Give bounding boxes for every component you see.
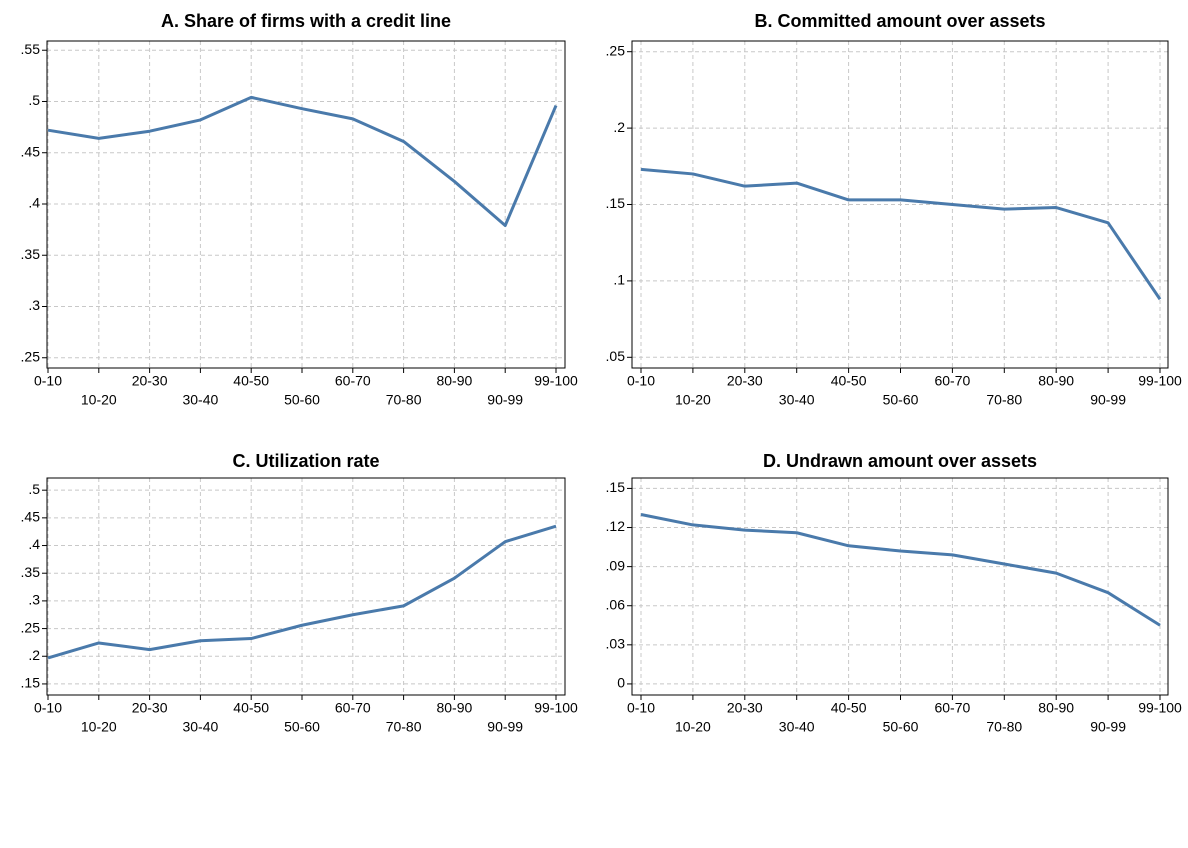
y-tick-label: 0	[617, 675, 625, 691]
x-tick-label: 0-10	[34, 700, 62, 716]
data-line	[47, 95, 558, 228]
x-tick-label: 10-20	[81, 392, 117, 408]
y-tick-label: .4	[28, 195, 40, 211]
x-tick-label: 20-30	[132, 700, 168, 716]
x-tick-label: 20-30	[727, 373, 763, 389]
chart-title: D. Undrawn amount over assets	[763, 451, 1037, 471]
y-tick-label: .15	[21, 675, 41, 691]
y-tick-label: .5	[28, 481, 40, 497]
y-tick-label: .15	[606, 195, 626, 211]
plot-frame	[46, 40, 566, 369]
x-tick-label: 60-70	[934, 700, 970, 716]
x-tick-label: 80-90	[436, 700, 472, 716]
x-tick-label: 0-10	[627, 700, 655, 716]
x-tick-label: 80-90	[436, 373, 472, 389]
y-tick-label: .2	[613, 119, 625, 135]
y-tick-label: .4	[28, 536, 40, 552]
x-tick-label: 20-30	[132, 373, 168, 389]
x-tick-label: 0-10	[627, 373, 655, 389]
x-tick-label: 90-99	[487, 392, 523, 408]
x-tick-label: 50-60	[883, 719, 919, 735]
x-tick-label: 70-80	[386, 392, 422, 408]
data-line	[640, 513, 1161, 627]
x-tick-label: 70-80	[386, 719, 422, 735]
y-tick-label: .5	[28, 92, 40, 108]
y-tick-label: .45	[21, 143, 41, 159]
x-tick-label: 90-99	[487, 719, 523, 735]
x-tick-label: 50-60	[284, 719, 320, 735]
x-tick-label: 70-80	[986, 719, 1022, 735]
y-tick-label: .09	[606, 557, 626, 573]
x-tick-label: 30-40	[182, 392, 218, 408]
x-tick-label: 60-70	[335, 700, 371, 716]
chart-title: C. Utilization rate	[232, 451, 379, 471]
y-tick-label: .15	[606, 479, 626, 495]
plot-frame	[631, 40, 1169, 369]
x-tick-label: 40-50	[831, 700, 867, 716]
data-line	[47, 524, 557, 660]
y-tick-label: .3	[28, 592, 40, 608]
y-tick-label: .35	[21, 564, 41, 580]
y-tick-label: .1	[613, 272, 625, 288]
x-tick-label: 99-100	[1138, 700, 1182, 716]
x-tick-label: 40-50	[233, 373, 269, 389]
y-tick-label: .3	[28, 297, 40, 313]
x-tick-label: 0-10	[34, 373, 62, 389]
chart-title: B. Committed amount over assets	[754, 11, 1045, 31]
y-tick-label: .03	[606, 636, 626, 652]
x-tick-label: 60-70	[934, 373, 970, 389]
x-tick-label: 20-30	[727, 700, 763, 716]
y-tick-label: .06	[606, 596, 626, 612]
x-tick-label: 70-80	[986, 392, 1022, 408]
x-tick-label: 50-60	[284, 392, 320, 408]
x-tick-label: 10-20	[675, 392, 711, 408]
x-tick-label: 80-90	[1038, 373, 1074, 389]
y-tick-label: .45	[21, 509, 41, 525]
x-tick-label: 30-40	[182, 719, 218, 735]
data-line	[640, 167, 1162, 301]
y-tick-label: .12	[606, 518, 626, 534]
x-tick-label: 30-40	[779, 392, 815, 408]
x-tick-label: 40-50	[233, 700, 269, 716]
y-tick-label: .55	[21, 41, 41, 57]
y-tick-label: .05	[606, 348, 626, 364]
plot-frame	[631, 477, 1169, 696]
x-tick-label: 99-100	[534, 373, 578, 389]
x-tick-label: 99-100	[1138, 373, 1182, 389]
chart-title: A. Share of firms with a credit line	[161, 11, 451, 31]
x-tick-label: 80-90	[1038, 700, 1074, 716]
x-tick-label: 40-50	[831, 373, 867, 389]
y-tick-label: .25	[21, 619, 41, 635]
y-tick-label: .2	[28, 647, 40, 663]
x-tick-label: 50-60	[883, 392, 919, 408]
x-tick-label: 10-20	[81, 719, 117, 735]
y-tick-label: .35	[21, 246, 41, 262]
x-tick-label: 90-99	[1090, 392, 1126, 408]
y-tick-label: .25	[21, 348, 41, 364]
y-tick-label: .25	[606, 42, 626, 58]
x-tick-label: 10-20	[675, 719, 711, 735]
x-tick-label: 90-99	[1090, 719, 1126, 735]
x-tick-label: 30-40	[779, 719, 815, 735]
x-tick-label: 60-70	[335, 373, 371, 389]
plot-frame	[46, 477, 566, 696]
x-tick-label: 99-100	[534, 700, 578, 716]
